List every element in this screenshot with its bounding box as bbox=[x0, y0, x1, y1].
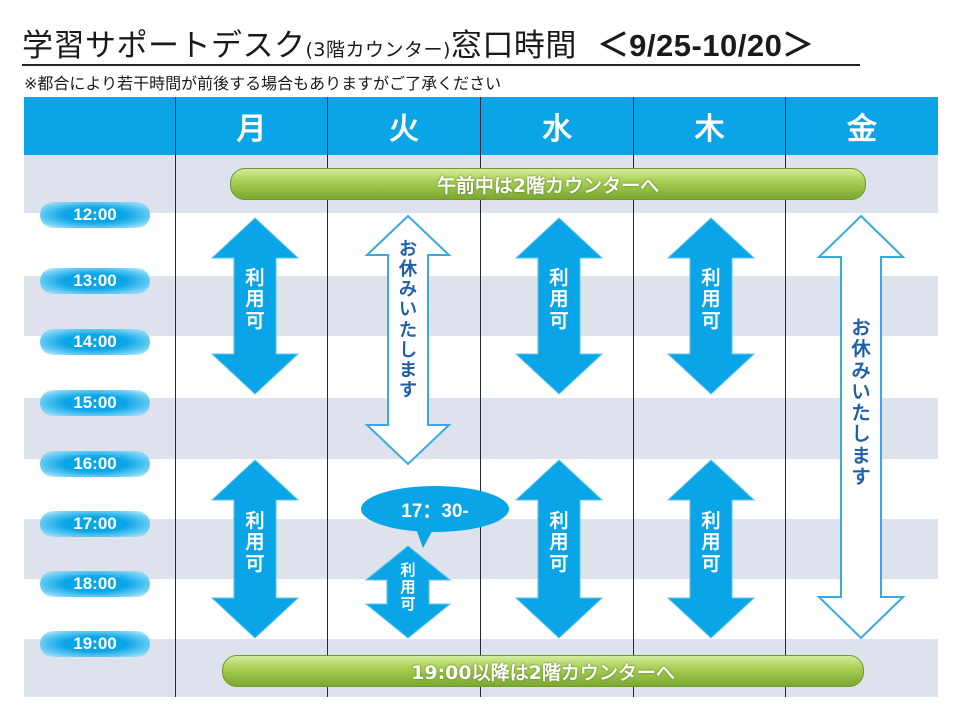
vertical-char: ま bbox=[399, 359, 417, 381]
available-label-thu-2: 利用可 bbox=[681, 510, 741, 575]
time-label-1800: 18:00 bbox=[40, 571, 150, 597]
column-divider bbox=[480, 97, 481, 697]
column-divider bbox=[633, 97, 634, 697]
column-divider bbox=[327, 97, 328, 697]
time-label-1700: 17:00 bbox=[40, 511, 150, 537]
vertical-char: 利 bbox=[549, 510, 569, 532]
available-label-wed-1: 利用可 bbox=[529, 267, 589, 332]
schedule-grid: 月 火 水 木 金 bbox=[24, 97, 938, 697]
title-suffix: 窓口時間 bbox=[450, 28, 577, 64]
vertical-char: お bbox=[851, 317, 871, 339]
day-header-fri: 金 bbox=[847, 112, 877, 147]
vertical-char: 可 bbox=[245, 309, 265, 332]
time-label-1500: 15:00 bbox=[40, 390, 150, 416]
vertical-char: 利 bbox=[400, 561, 416, 579]
vertical-char: 用 bbox=[549, 288, 569, 311]
notice-text: ※都合により若干時間が前後する場合もありますがご了承ください bbox=[24, 74, 502, 93]
morning-banner: 午前中は2階カウンターへ bbox=[230, 168, 866, 200]
page-title: 学習サポートデスク(3階カウンター)窓口時間 ＜9/25-10/20＞ bbox=[22, 20, 902, 66]
vertical-char: 可 bbox=[701, 552, 721, 575]
grid-row bbox=[24, 213, 938, 276]
vertical-char: 用 bbox=[245, 531, 265, 554]
vertical-char: 利 bbox=[701, 510, 721, 532]
grid-row bbox=[24, 579, 938, 639]
vertical-char: た bbox=[399, 319, 417, 341]
vertical-char: 用 bbox=[701, 288, 721, 311]
time-label-1300: 13:00 bbox=[40, 268, 150, 294]
callout-text: 17：30- bbox=[401, 501, 469, 522]
vertical-char: た bbox=[851, 402, 871, 425]
available-arrow-wed-1 bbox=[514, 217, 604, 395]
time-label-1400: 14:00 bbox=[40, 329, 150, 355]
vertical-char: す bbox=[851, 465, 871, 488]
closed-arrow-fri bbox=[816, 214, 906, 640]
closed-label-fri: お休みいたします bbox=[831, 317, 891, 488]
vertical-char: 用 bbox=[400, 577, 416, 596]
vertical-char: 用 bbox=[245, 288, 265, 311]
available-label-thu-1: 利用可 bbox=[681, 267, 741, 332]
vertical-char: 可 bbox=[245, 552, 265, 575]
title-main: 学習サポートデスク bbox=[22, 28, 306, 64]
title-date-range: ＜9/25-10/20＞ bbox=[597, 28, 814, 63]
vertical-char: ま bbox=[851, 444, 871, 467]
day-header-mon: 月 bbox=[236, 112, 267, 147]
vertical-char: す bbox=[399, 380, 417, 402]
closed-label-tue: お休みいたします bbox=[378, 239, 438, 402]
grid-row bbox=[24, 398, 938, 459]
column-divider bbox=[175, 97, 176, 697]
vertical-char: 利 bbox=[245, 267, 265, 289]
vertical-char: 利 bbox=[245, 510, 265, 532]
vertical-char: 可 bbox=[701, 309, 721, 332]
available-arrow-thu-1 bbox=[666, 217, 756, 395]
time-label-1600: 16:00 bbox=[40, 451, 150, 477]
vertical-char: 利 bbox=[701, 267, 721, 289]
vertical-char: 休 bbox=[851, 338, 871, 361]
vertical-char: 可 bbox=[549, 309, 569, 332]
available-arrow-mon-1 bbox=[210, 217, 300, 395]
closed-arrow-tue bbox=[364, 214, 452, 466]
vertical-char: み bbox=[851, 359, 871, 382]
title-location: (3階カウンター) bbox=[305, 39, 451, 61]
available-label-tue-evening: 利用可 bbox=[378, 562, 438, 612]
vertical-char: い bbox=[851, 380, 871, 403]
vertical-char: し bbox=[851, 423, 871, 446]
day-header-thu: 木 bbox=[694, 112, 725, 147]
available-arrow-thu-2 bbox=[666, 459, 756, 639]
column-divider bbox=[785, 97, 786, 697]
vertical-char: 用 bbox=[549, 531, 569, 554]
vertical-char: し bbox=[399, 339, 417, 361]
vertical-char: 可 bbox=[549, 552, 569, 575]
time-label-1200: 12:00 bbox=[40, 202, 150, 228]
available-arrow-tue-evening bbox=[364, 545, 452, 639]
time-label-1900: 19:00 bbox=[40, 631, 150, 657]
available-label-mon-2: 利用可 bbox=[225, 510, 285, 575]
available-arrow-wed-2 bbox=[514, 459, 604, 639]
available-arrow-mon-2 bbox=[210, 459, 300, 639]
vertical-char: 可 bbox=[400, 594, 416, 613]
available-label-mon-1: 利用可 bbox=[225, 267, 285, 332]
callout-bubble bbox=[361, 486, 509, 548]
day-header-tue: 火 bbox=[389, 112, 419, 147]
available-label-wed-2: 利用可 bbox=[529, 510, 589, 575]
grid-row bbox=[24, 276, 938, 336]
vertical-char: 利 bbox=[549, 267, 569, 289]
evening-banner: 19:00以降は2階カウンターへ bbox=[222, 655, 864, 687]
title-underline bbox=[22, 64, 860, 66]
day-header-wed: 水 bbox=[542, 112, 572, 147]
vertical-char: い bbox=[399, 299, 417, 321]
vertical-char: 休 bbox=[399, 259, 417, 281]
vertical-char: 用 bbox=[701, 531, 721, 554]
vertical-char: み bbox=[399, 279, 417, 301]
grid-row bbox=[24, 336, 938, 398]
vertical-char: お bbox=[399, 239, 417, 260]
